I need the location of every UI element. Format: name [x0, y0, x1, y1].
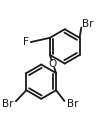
Text: Br: Br	[2, 99, 13, 109]
Text: O: O	[49, 59, 57, 69]
Text: Br: Br	[67, 99, 78, 109]
Text: Br: Br	[82, 19, 93, 29]
Text: F: F	[23, 37, 29, 47]
